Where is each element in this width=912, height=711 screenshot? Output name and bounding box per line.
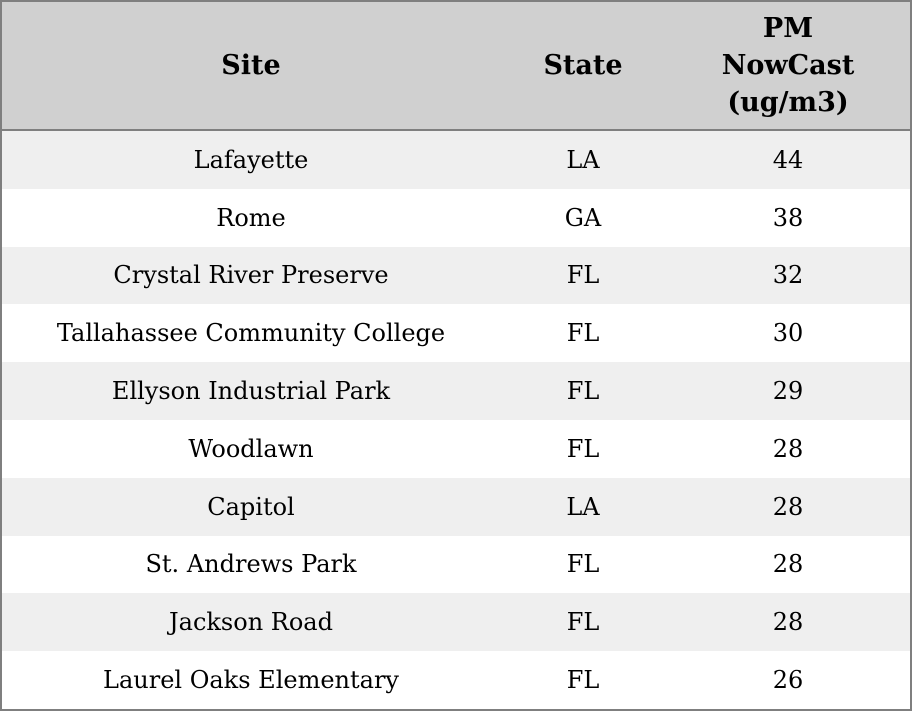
table-row: Tallahassee Community College FL 30 bbox=[2, 304, 910, 363]
cell-site: St. Andrews Park bbox=[145, 550, 357, 579]
table-row: Woodlawn FL 28 bbox=[2, 419, 910, 478]
table-row: St. Andrews Park FL 28 bbox=[2, 535, 910, 594]
cell-state: FL bbox=[566, 608, 600, 637]
cell-site: Lafayette bbox=[193, 145, 309, 174]
table-row: Crystal River Preserve FL 32 bbox=[2, 246, 910, 305]
table-row: Rome GA 38 bbox=[2, 188, 910, 247]
cell-state: FL bbox=[566, 434, 600, 463]
cell-state: FL bbox=[566, 261, 600, 290]
table-row: Capitol LA 28 bbox=[2, 477, 910, 536]
col-header-site: Site bbox=[221, 50, 281, 81]
cell-pm: 26 bbox=[772, 666, 804, 695]
cell-pm: 28 bbox=[772, 434, 804, 463]
cell-site: Jackson Road bbox=[169, 608, 333, 637]
cell-state: FL bbox=[566, 319, 600, 348]
cell-state: LA bbox=[566, 492, 600, 521]
cell-state: FL bbox=[566, 666, 600, 695]
table-body: Lafayette LA 44 Rome GA 38 Crystal River… bbox=[2, 131, 910, 709]
table-row: Laurel Oaks Elementary FL 26 bbox=[2, 651, 910, 709]
cell-state: FL bbox=[566, 550, 600, 579]
col-header-pm-line1: PM bbox=[762, 13, 814, 44]
cell-site: Laurel Oaks Elementary bbox=[103, 666, 399, 695]
cell-pm: 29 bbox=[772, 377, 804, 406]
cell-site: Capitol bbox=[207, 492, 295, 521]
col-header-pm-line2: NowCast bbox=[721, 50, 855, 81]
cell-pm: 30 bbox=[772, 319, 804, 348]
table-header-row: Site State PM NowCast (ug/m3) bbox=[2, 2, 910, 131]
col-header-pm-line3: (ug/m3) bbox=[727, 87, 849, 118]
table-row: Ellyson Industrial Park FL 29 bbox=[2, 362, 910, 420]
cell-site: Woodlawn bbox=[188, 434, 314, 463]
cell-site: Rome bbox=[216, 203, 286, 232]
cell-pm: 44 bbox=[772, 145, 804, 174]
col-header-state: State bbox=[543, 50, 623, 81]
cell-site: Ellyson Industrial Park bbox=[111, 377, 391, 406]
cell-site: Crystal River Preserve bbox=[113, 261, 389, 290]
table-row: Jackson Road FL 28 bbox=[2, 593, 910, 652]
cell-pm: 32 bbox=[772, 261, 804, 290]
cell-pm: 28 bbox=[772, 492, 804, 521]
cell-pm: 28 bbox=[772, 608, 804, 637]
cell-pm: 28 bbox=[772, 550, 804, 579]
cell-state: FL bbox=[566, 377, 600, 406]
table-row: Lafayette LA 44 bbox=[2, 131, 910, 189]
cell-site: Tallahassee Community College bbox=[56, 319, 446, 348]
col-header-pm-nowcast: PM NowCast (ug/m3) bbox=[666, 10, 910, 121]
cell-state: LA bbox=[566, 145, 600, 174]
cell-pm: 38 bbox=[772, 203, 804, 232]
cell-state: GA bbox=[564, 203, 602, 232]
